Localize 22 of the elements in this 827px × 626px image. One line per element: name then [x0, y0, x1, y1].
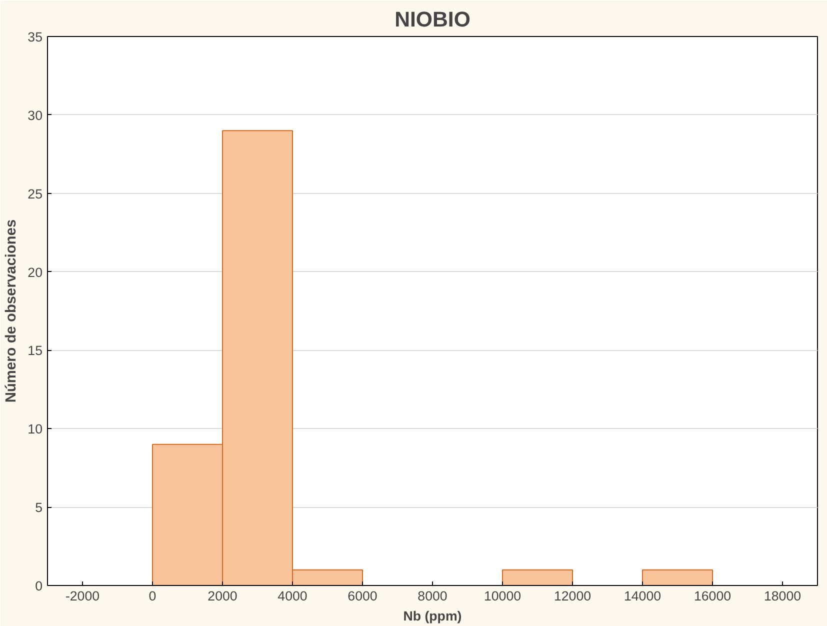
x-tick-label: 18000	[764, 588, 802, 604]
x-tick-label: 8000	[418, 588, 448, 604]
x-axis-title: Nb (ppm)	[403, 608, 462, 624]
y-tick-label: 0	[35, 578, 43, 594]
x-tick-label: 0	[148, 588, 156, 604]
x-tick-label: 12000	[554, 588, 592, 604]
y-tick-label: 35	[28, 30, 43, 44]
chart-title: NIOBIO	[394, 8, 470, 32]
x-tick-label: 2000	[208, 588, 238, 604]
y-tick-label: 25	[28, 186, 43, 202]
y-tick-label: 30	[28, 108, 43, 123]
x-tick-label: 4000	[278, 588, 308, 604]
y-tick-label: 5	[35, 500, 43, 516]
x-tick-label: 16000	[694, 588, 732, 604]
y-axis-title: Número de observaciones	[4, 219, 20, 403]
y-tick-label: 15	[28, 343, 43, 358]
x-tick-label: 6000	[348, 588, 378, 604]
x-tick-label: 14000	[624, 588, 662, 604]
y-tick-label: 10	[28, 422, 43, 437]
y-tick-label: 20	[28, 264, 43, 280]
x-tick-label: 10000	[484, 588, 522, 604]
x-tick-label: -2000	[65, 588, 100, 604]
